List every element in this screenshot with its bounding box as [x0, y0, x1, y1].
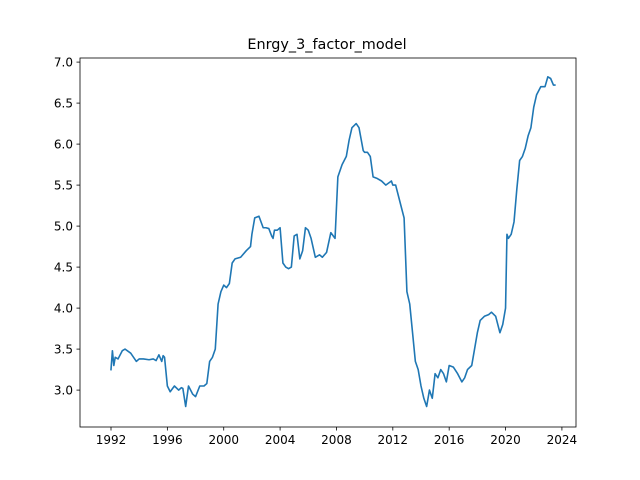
y-tick-label: 3.5 [54, 342, 73, 356]
y-tick-label: 6.5 [54, 96, 73, 110]
x-tick-label: 1992 [96, 433, 127, 447]
plot-frame [79, 57, 577, 428]
y-tick-label: 4.5 [54, 260, 73, 274]
x-tick-label: 2012 [378, 433, 409, 447]
plot-area [110, 76, 556, 408]
chart-title: Enrgy_3_factor_model [247, 37, 406, 53]
y-tick-label: 7.0 [54, 55, 73, 69]
x-tick-label: 2004 [265, 433, 296, 447]
y-tick-label: 5.5 [54, 178, 73, 192]
y-tick-label: 5.0 [54, 219, 73, 233]
y-tick-label: 4.0 [54, 301, 73, 315]
y-tick-label: 3.0 [54, 383, 73, 397]
y-tick-label: 6.0 [54, 137, 73, 151]
x-tick-label: 1996 [152, 433, 183, 447]
x-tick-label: 2024 [547, 433, 578, 447]
x-tick-label: 2008 [321, 433, 352, 447]
x-tick-label: 2000 [208, 433, 239, 447]
series-line-1 [110, 76, 556, 408]
x-tick-label: 2016 [434, 433, 465, 447]
axes: 1992 1996 2000 2004 2008 2012 2016 2020 2024 3.0 3… [54, 55, 577, 447]
x-tick-label: 2020 [490, 433, 521, 447]
